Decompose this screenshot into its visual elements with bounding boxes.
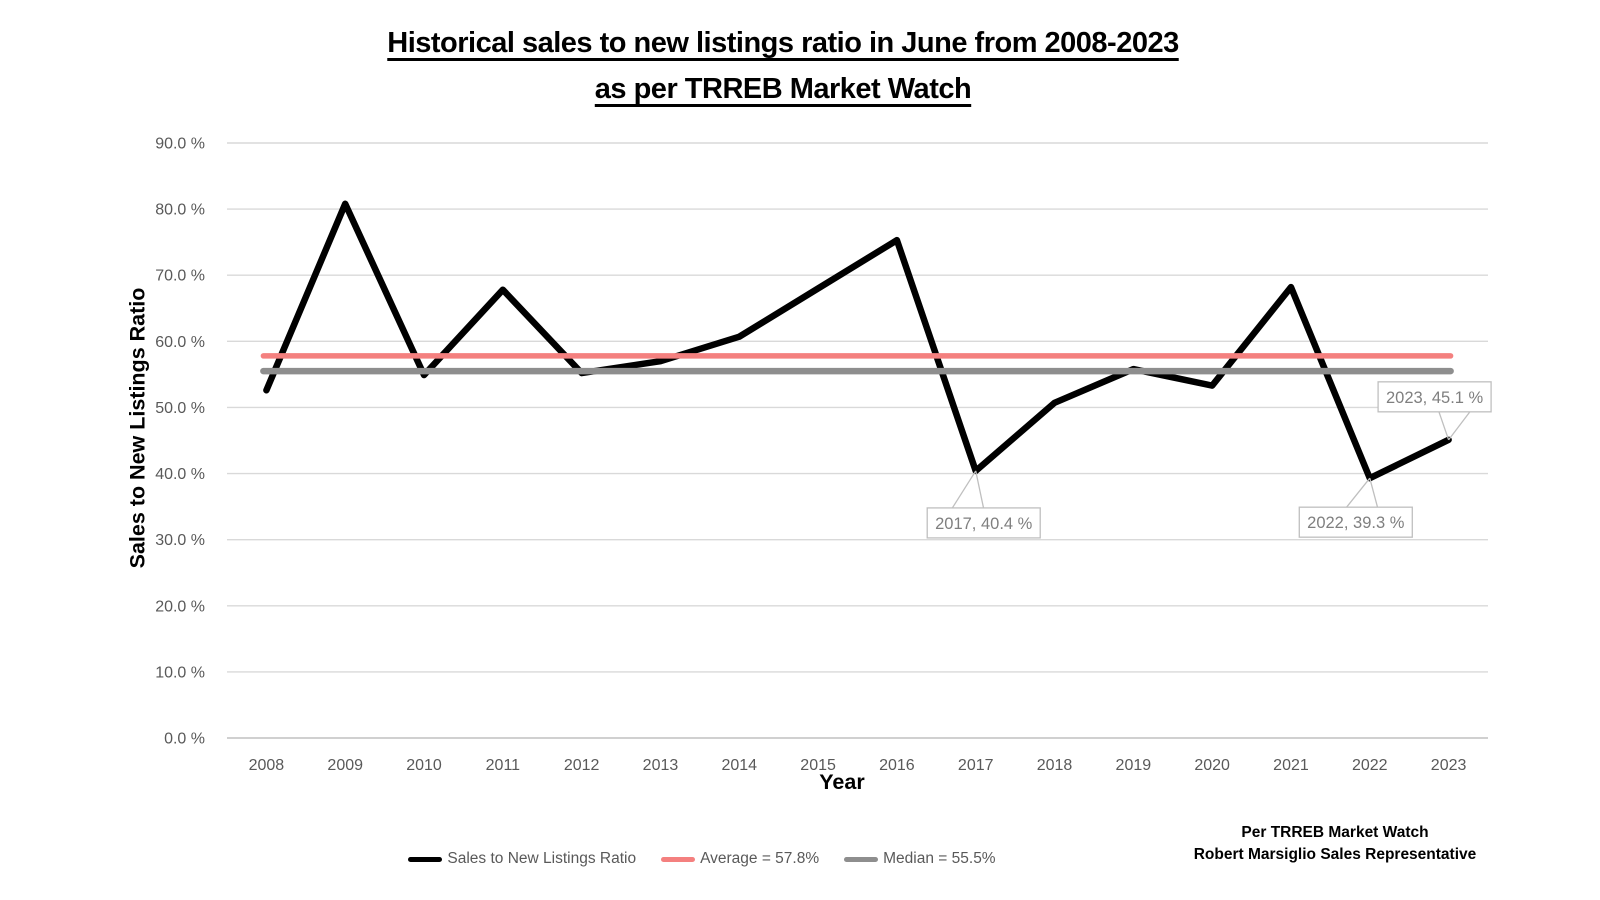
x-tick-label: 2015	[800, 757, 836, 774]
callout-leader-line	[1369, 478, 1379, 509]
y-tick-label: 80.0 %	[155, 202, 205, 219]
x-tick-label: 2017	[958, 757, 994, 774]
x-tick-label: 2020	[1194, 757, 1230, 774]
chart-title: Historical sales to new listings ratio i…	[0, 20, 1566, 112]
callout-box	[1377, 381, 1492, 413]
legend-label-sales: Sales to New Listings Ratio	[447, 850, 637, 867]
x-tick-label: 2016	[879, 757, 915, 774]
callout-text: 2023, 45.1 %	[1386, 389, 1484, 407]
x-tick-label: 2022	[1352, 757, 1388, 774]
callout-box	[1298, 506, 1413, 538]
legend-swatch-sales	[408, 856, 443, 862]
x-tick-label: 2018	[1037, 757, 1073, 774]
callout-leader-line	[951, 470, 977, 510]
x-tick-label: 2010	[406, 757, 442, 774]
legend-label-median: Median = 55.5%	[883, 850, 996, 867]
x-tick-labels: 2008 2009 2010 2011 2012 2013 2014 2015 2016 2017…	[249, 757, 1467, 774]
y-tick-label: 40.0 %	[155, 466, 205, 483]
x-tick-label: 2008	[249, 757, 285, 774]
callout-box	[926, 507, 1041, 539]
data-label-callout: 2023, 45.1 %	[1377, 381, 1492, 441]
chart-title-line-2: as per TRREB Market Watch	[594, 73, 972, 105]
legend-label-average: Average = 57.8%	[700, 850, 820, 867]
x-tick-label: 2009	[327, 757, 363, 774]
x-tick-label: 2019	[1116, 757, 1152, 774]
x-axis-title: Year	[819, 770, 865, 794]
x-tick-label: 2021	[1273, 757, 1309, 774]
x-tick-label: 2014	[721, 757, 757, 774]
y-tick-label: 30.0 %	[155, 532, 205, 549]
y-tick-label: 70.0 %	[155, 268, 205, 285]
callout-text: 2017, 40.4 %	[935, 515, 1033, 533]
y-tick-label: 50.0 %	[155, 400, 205, 417]
data-label-callout: 2022, 39.3 %	[1298, 477, 1413, 538]
data-label-callout: 2017, 40.4 %	[926, 470, 1041, 539]
y-axis-title: Sales to New Listings Ratio	[125, 287, 150, 569]
y-gridlines	[227, 142, 1488, 739]
x-tick-label: 2013	[643, 757, 679, 774]
legend-swatch-average	[661, 856, 696, 862]
y-tick-label: 90.0 %	[155, 136, 205, 153]
credit-line-2: Robert Marsiglio Sales Representative	[1193, 845, 1477, 863]
y-tick-label: 10.0 %	[155, 664, 205, 681]
y-tick-labels: 0.0 % 10.0 % 20.0 % 30.0 % 40.0 % 50.0 % 60.0 …	[155, 136, 205, 748]
callout-text: 2022, 39.3 %	[1307, 514, 1405, 532]
y-tick-label: 60.0 %	[155, 334, 205, 351]
credit-line-1: Per TRREB Market Watch	[1241, 824, 1429, 841]
x-tick-label: 2011	[486, 757, 521, 774]
callout-leader-line	[1448, 410, 1472, 441]
chart-legend: Sales to New Listings Ratio Average = 57…	[0, 850, 1404, 868]
y-tick-label: 20.0 %	[155, 598, 205, 615]
y-tick-label: 0.0 %	[164, 731, 205, 748]
x-tick-label: 2023	[1431, 757, 1467, 774]
callout-leader-line	[1437, 410, 1450, 441]
sales-ratio-line	[263, 200, 1452, 482]
callout-leader-line	[1345, 477, 1371, 509]
chart-title-line-1: Historical sales to new listings ratio i…	[387, 27, 1179, 59]
legend-item-average: Average = 57.8%	[661, 850, 819, 868]
legend-item-sales: Sales to New Listings Ratio	[408, 850, 636, 868]
x-tick-label: 2012	[564, 757, 600, 774]
legend-swatch-median	[844, 856, 879, 862]
credit-text: Per TRREB Market Watch Robert Marsiglio …	[1190, 822, 1480, 865]
legend-item-median: Median = 55.5%	[844, 850, 996, 868]
callout-leader-line	[975, 470, 985, 510]
